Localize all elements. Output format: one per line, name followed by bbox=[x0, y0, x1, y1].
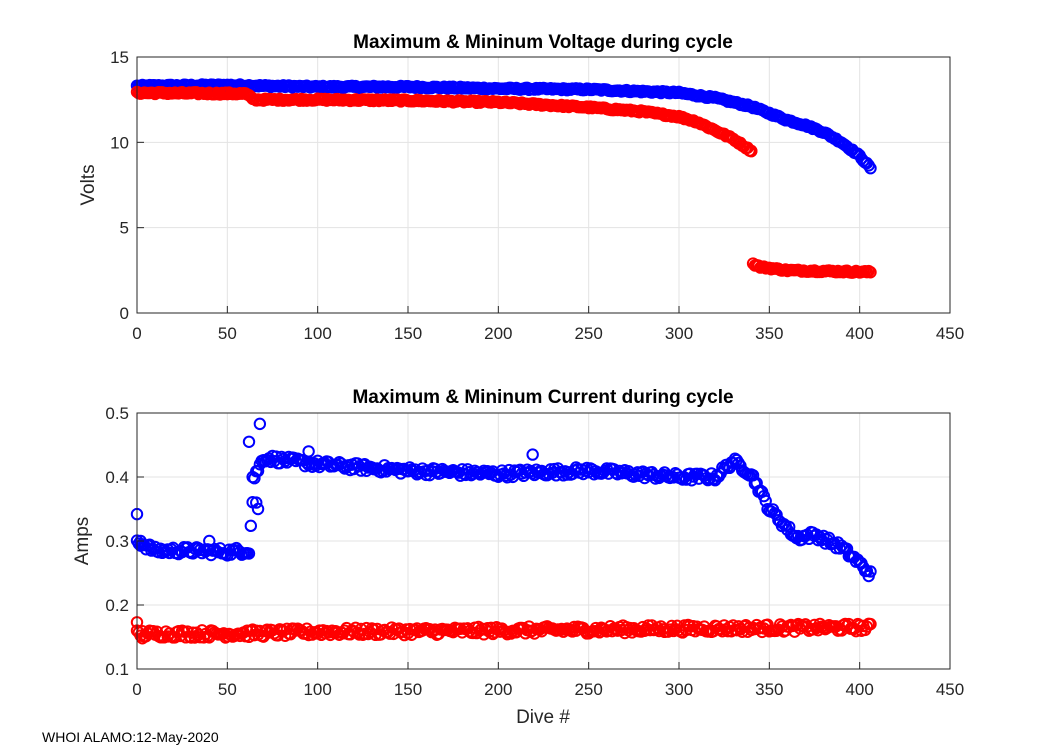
y-tick-label: 0.3 bbox=[105, 532, 129, 551]
x-tick-label: 50 bbox=[218, 324, 237, 343]
x-tick-label: 200 bbox=[484, 680, 512, 699]
y-tick-label: 0.5 bbox=[105, 404, 129, 423]
x-tick-label: 450 bbox=[936, 680, 964, 699]
x-tick-label: 0 bbox=[132, 324, 141, 343]
voltage-y-axis-label: Volts bbox=[78, 164, 99, 205]
outlier-point bbox=[242, 435, 256, 448]
y-tick-label: 0.2 bbox=[105, 596, 129, 615]
x-tick-label: 250 bbox=[574, 324, 602, 343]
x-tick-label: 400 bbox=[845, 324, 873, 343]
data-point bbox=[244, 519, 258, 533]
outlier-point bbox=[250, 496, 263, 509]
data-point bbox=[864, 617, 877, 631]
x-tick-label: 400 bbox=[845, 680, 873, 699]
voltage-panel: 0 50 100 150 200 250 300 350 400 450 0 5 10 15 Maximu… bbox=[78, 32, 964, 343]
x-tick-label: 250 bbox=[574, 680, 602, 699]
x-tick-label: 450 bbox=[936, 324, 964, 343]
outlier-point bbox=[246, 470, 259, 484]
current-y-axis-label: Amps bbox=[72, 517, 93, 566]
x-tick-label: 300 bbox=[665, 324, 693, 343]
x-tick-label: 350 bbox=[755, 324, 783, 343]
voltage-points bbox=[130, 78, 877, 279]
current-tick-labels: 0 50 100 150 200 250 300 350 400 450 0.1 0.2 0.3 0.4 0… bbox=[105, 404, 964, 699]
x-tick-label: 200 bbox=[484, 324, 512, 343]
y-tick-label: 5 bbox=[120, 219, 129, 238]
outlier-point bbox=[134, 534, 147, 548]
x-tick-label: 50 bbox=[218, 680, 237, 699]
data-point bbox=[705, 467, 718, 480]
data-point bbox=[817, 529, 830, 543]
voltage-tick-labels: 0 50 100 150 200 250 300 350 400 450 0 5 10 15 bbox=[110, 48, 964, 343]
voltage-chart-title: Maximum & Mininum Voltage during cycle bbox=[353, 32, 733, 53]
x-tick-label: 0 bbox=[132, 680, 141, 699]
data-point bbox=[864, 266, 877, 279]
data-point bbox=[864, 565, 877, 578]
x-tick-label: 150 bbox=[394, 324, 422, 343]
data-point bbox=[770, 508, 783, 521]
data-point bbox=[403, 461, 417, 474]
x-tick-label: 100 bbox=[303, 324, 331, 343]
outlier-point bbox=[526, 448, 539, 461]
data-point bbox=[745, 144, 758, 158]
current-panel: 0 50 100 150 200 250 300 350 400 450 0.1 0.2 0.3 0.4 0… bbox=[72, 387, 964, 728]
data-point bbox=[768, 507, 781, 520]
footer-stamp: WHOI ALAMO:12-May-2020 bbox=[42, 729, 219, 745]
current-points bbox=[130, 417, 877, 645]
outlier-point bbox=[203, 534, 216, 548]
x-tick-label: 150 bbox=[394, 680, 422, 699]
voltage-axes-frame bbox=[136, 56, 951, 314]
x-tick-label: 350 bbox=[755, 680, 783, 699]
outlier-point bbox=[251, 502, 265, 516]
y-tick-label: 15 bbox=[110, 48, 129, 67]
outlier-point bbox=[302, 445, 315, 458]
y-tick-label: 0.4 bbox=[105, 468, 129, 487]
y-tick-label: 0.1 bbox=[105, 660, 129, 679]
y-tick-label: 10 bbox=[110, 133, 129, 152]
data-point bbox=[340, 621, 353, 635]
x-tick-label: 300 bbox=[665, 680, 693, 699]
current-x-axis-label: Dive # bbox=[516, 707, 570, 728]
current-chart-title: Maximum & Mininum Current during cycle bbox=[352, 387, 733, 408]
data-point bbox=[242, 547, 256, 560]
x-tick-label: 100 bbox=[303, 680, 331, 699]
outlier-point bbox=[253, 417, 267, 431]
y-tick-label: 0 bbox=[120, 304, 129, 323]
data-point bbox=[864, 162, 877, 175]
